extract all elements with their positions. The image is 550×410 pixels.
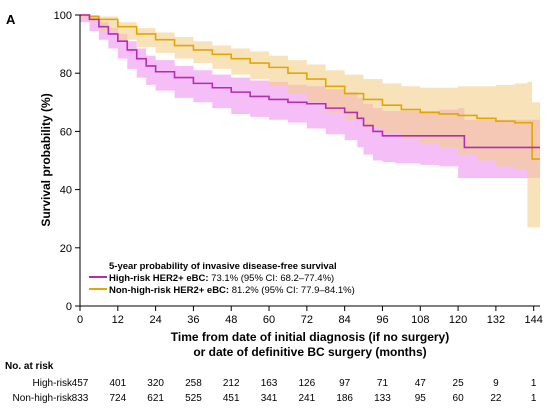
x-axis-title-line1: Time from date of initial diagnosis (if … <box>171 330 449 344</box>
risk-value: 212 <box>223 378 240 389</box>
risk-value: 163 <box>261 378 278 389</box>
x-tick-label: 24 <box>149 314 161 326</box>
legend-name-high-risk: High-risk HER2+ eBC: <box>109 273 209 284</box>
survival-curve-non-high-risk <box>80 14 540 160</box>
y-ticks: 0 20 40 60 80 100 <box>54 10 80 313</box>
risk-value: 258 <box>185 378 202 389</box>
x-tick-label: 144 <box>525 314 543 326</box>
x-tick-label: 132 <box>487 314 505 326</box>
risk-value: 47 <box>415 378 427 389</box>
risk-table-title: No. at risk <box>5 361 54 372</box>
risk-value: 71 <box>377 378 389 389</box>
legend-detail-non-high-risk: 81.2% (95% CI: 77.9–84.1%) <box>229 285 355 296</box>
x-tick-label: 120 <box>449 314 467 326</box>
risk-value: 186 <box>336 393 353 404</box>
y-tick-label: 60 <box>60 126 72 138</box>
x-tick-label: 48 <box>225 314 237 326</box>
confidence-bands <box>80 15 540 228</box>
panel-label: A <box>6 12 16 27</box>
risk-value: 320 <box>147 378 164 389</box>
y-tick-label: 40 <box>60 185 72 197</box>
axes <box>79 15 540 307</box>
x-ticks: 0 12 24 36 48 60 72 84 96 108 120 132 144 <box>77 306 543 326</box>
risk-value: 9 <box>493 378 499 389</box>
y-tick-label: 80 <box>60 68 72 80</box>
risk-value: 451 <box>223 393 240 404</box>
risk-row-label: Non-high-risk <box>13 393 73 404</box>
legend: 5-year probability of invasive disease-f… <box>89 261 355 296</box>
x-axis-title-line2: or date of definitive BC surgery (months… <box>193 345 426 359</box>
risk-value: 95 <box>415 393 427 404</box>
legend-entry-non-high-risk: Non-high-risk HER2+ eBC: 81.2% (95% CI: … <box>109 285 355 296</box>
risk-value: 60 <box>453 393 465 404</box>
survival-curve-high-risk <box>80 14 540 149</box>
x-tick-label: 108 <box>411 314 429 326</box>
x-tick-label: 72 <box>301 314 313 326</box>
risk-value: 341 <box>261 393 278 404</box>
y-tick-label: 20 <box>60 243 72 255</box>
legend-entry-high-risk: High-risk HER2+ eBC: 73.1% (95% CI: 68.2… <box>109 273 334 284</box>
ci-band-non-high-risk <box>80 15 540 228</box>
risk-value: 97 <box>339 378 351 389</box>
x-tick-label: 12 <box>112 314 124 326</box>
risk-value: 621 <box>147 393 164 404</box>
y-axis-title: Survival probability (%) <box>39 93 53 226</box>
legend-detail-high-risk: 73.1% (95% CI: 68.2–77.4%) <box>209 273 335 284</box>
y-tick-label: 0 <box>66 301 72 313</box>
x-tick-label: 36 <box>187 314 199 326</box>
risk-value: 126 <box>299 378 316 389</box>
risk-value: 1 <box>531 378 537 389</box>
risk-value: 25 <box>453 378 465 389</box>
risk-value: 457 <box>72 378 89 389</box>
risk-value: 833 <box>72 393 89 404</box>
survival-curves <box>80 14 540 160</box>
y-tick-label: 100 <box>54 10 72 22</box>
legend-name-non-high-risk: Non-high-risk HER2+ eBC: <box>109 285 229 296</box>
risk-row-label: High-risk <box>33 378 73 389</box>
risk-value: 401 <box>109 378 126 389</box>
x-tick-label: 96 <box>376 314 388 326</box>
risk-value: 133 <box>374 393 391 404</box>
risk-value: 241 <box>299 393 316 404</box>
x-tick-label: 60 <box>263 314 275 326</box>
risk-table: High-risk 457 401 320 258 212 163 126 97 71 47 25 9 1… <box>13 378 537 404</box>
risk-value: 1 <box>531 393 537 404</box>
risk-value: 22 <box>490 393 502 404</box>
x-tick-label: 84 <box>339 314 351 326</box>
x-tick-label: 0 <box>77 314 83 326</box>
legend-title: 5-year probability of invasive disease-f… <box>109 261 337 272</box>
risk-value: 525 <box>185 393 202 404</box>
risk-value: 724 <box>109 393 126 404</box>
